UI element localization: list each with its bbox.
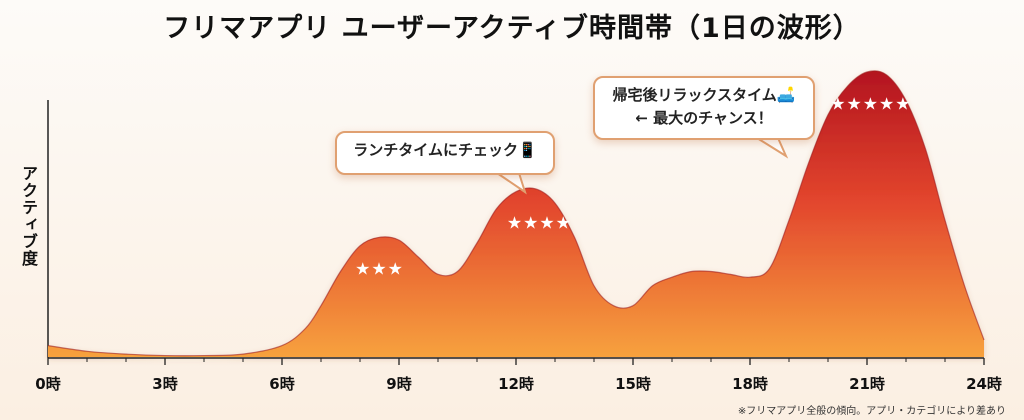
activity-area — [48, 70, 984, 358]
activity-line — [47, 70, 985, 357]
x-tick-label: 0時 — [35, 375, 60, 393]
x-tick-label: 6時 — [269, 375, 294, 393]
annotation-bubble-lunch: ランチタイムにチェック📱 — [335, 131, 555, 175]
bubble-pointer-evening — [753, 137, 789, 159]
peak-stars-1: ★★★ — [355, 259, 404, 279]
annotation-text-evening-1: 帰宅後リラックスタイム🛋️ — [612, 86, 796, 104]
bubble-pointer-lunch — [493, 172, 527, 195]
x-tick-label: 24時 — [966, 375, 1002, 393]
y-axis-label: アクティブ度 — [19, 165, 38, 267]
chart-title: フリマアプリ ユーザーアクティブ時間帯（1日の波形） — [163, 13, 861, 44]
x-tick-label: 3時 — [152, 375, 177, 393]
x-tick-label: 21時 — [849, 375, 885, 393]
annotation-text-lunch: ランチタイムにチェック📱 — [353, 141, 537, 159]
peak-stars-2: ★★★★ — [507, 214, 572, 234]
annotation-text-evening-2: ← 最大のチャンス！ — [635, 108, 773, 127]
x-tick-label: 18時 — [732, 375, 768, 393]
footnote: ※フリマアプリ全般の傾向。アプリ・カテゴリにより差あり — [737, 406, 1006, 417]
x-tick-label: 9時 — [386, 375, 411, 393]
peak-stars-3: ★★★★★ — [830, 95, 911, 115]
x-tick-label: 12時 — [498, 375, 534, 393]
annotation-bubble-evening: 帰宅後リラックスタイム🛋️ ← 最大のチャンス！ — [593, 76, 815, 140]
x-tick-label: 15時 — [615, 375, 651, 393]
